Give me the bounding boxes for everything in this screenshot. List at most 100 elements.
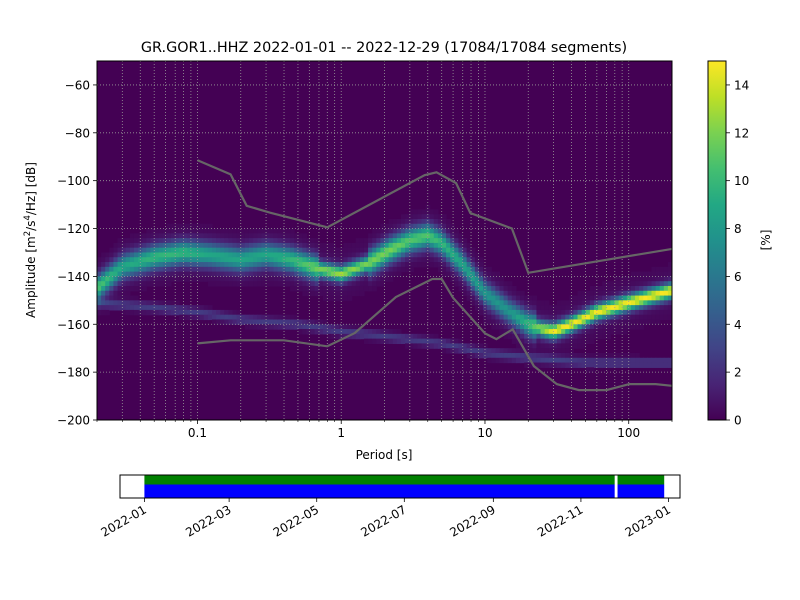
heatmap-cell <box>368 252 373 258</box>
heatmap-cell <box>380 257 386 263</box>
heatmap-cell <box>290 266 295 273</box>
heatmap-cell <box>347 242 353 249</box>
heatmap-cell <box>495 305 501 311</box>
heatmap-cell <box>606 290 611 297</box>
heatmap-cell <box>405 223 410 230</box>
heatmap-cell <box>610 305 616 311</box>
heatmap-cell <box>442 257 447 263</box>
heatmap-cell <box>458 262 464 268</box>
heatmap-cell <box>585 309 591 316</box>
heatmap-cell <box>458 281 464 287</box>
heatmap-cell <box>216 233 221 239</box>
heatmap-cell <box>133 285 139 292</box>
heatmap-cell <box>310 319 316 325</box>
heatmap-cell <box>446 262 451 268</box>
heatmap-cell <box>212 262 217 268</box>
heatmap-cell <box>105 295 110 301</box>
heatmap-cell <box>212 276 217 282</box>
heatmap-cell <box>413 218 418 225</box>
heatmap-cell <box>602 362 607 368</box>
heatmap-cell <box>191 309 197 316</box>
y-tick-label: −60 <box>65 78 90 92</box>
heatmap-cell <box>355 271 361 277</box>
heatmap-cell <box>425 204 431 210</box>
heatmap-cell <box>565 343 570 349</box>
heatmap-cell <box>380 252 386 258</box>
heatmap-cell <box>618 300 624 306</box>
heatmap-cell <box>224 242 230 249</box>
heatmap-cell <box>421 338 427 345</box>
heatmap-cell <box>622 285 628 292</box>
heatmap-cell <box>495 271 501 277</box>
heatmap-cell <box>306 290 312 297</box>
heatmap-cell <box>322 271 328 277</box>
heatmap-cell <box>524 314 529 321</box>
heatmap-cell <box>433 262 439 268</box>
heatmap-cell <box>154 271 160 277</box>
heatmap-cell <box>277 271 283 277</box>
heatmap-cell <box>462 348 468 354</box>
heatmap-cell <box>368 242 373 249</box>
heatmap-cell <box>203 233 209 239</box>
data-segment <box>617 484 665 498</box>
heatmap-cell <box>622 281 628 287</box>
heatmap-cell <box>540 333 546 340</box>
heatmap-cell <box>417 262 423 268</box>
heatmap-cell <box>536 309 542 316</box>
heatmap-cell <box>651 290 657 297</box>
heatmap-cell <box>347 271 353 277</box>
heatmap-cell <box>318 290 324 297</box>
heatmap-cell <box>306 266 312 273</box>
heatmap-cell <box>195 233 201 239</box>
heatmap-cell <box>244 242 250 249</box>
heatmap-cell <box>125 295 131 301</box>
heatmap-cell <box>622 305 628 311</box>
heatmap-cell <box>327 262 332 268</box>
heatmap-cell <box>351 276 357 282</box>
heatmap-cell <box>228 314 234 321</box>
heatmap-cell <box>331 333 336 340</box>
heatmap-cell <box>548 357 554 364</box>
heatmap-cell <box>154 281 160 287</box>
heatmap-cell <box>142 300 147 306</box>
heatmap-cell <box>598 285 603 292</box>
heatmap-cell <box>384 223 390 230</box>
heatmap-cell <box>593 295 599 301</box>
heatmap-cell <box>166 228 172 234</box>
heatmap-cell <box>224 309 230 316</box>
heatmap-cell <box>396 257 402 263</box>
heatmap-cell <box>602 352 607 359</box>
heatmap-cell <box>121 300 127 306</box>
heatmap-cell <box>470 285 476 292</box>
heatmap-cell <box>450 257 455 263</box>
heatmap-cell <box>142 276 147 282</box>
heatmap-cell <box>532 314 538 321</box>
heatmap-cell <box>458 338 464 345</box>
heatmap-cell <box>376 338 381 345</box>
heatmap-cell <box>150 252 156 258</box>
heatmap-cell <box>212 271 217 277</box>
heatmap-cell <box>606 305 611 311</box>
heatmap-cell <box>187 271 193 277</box>
heatmap-cell <box>557 324 562 330</box>
heatmap-cell <box>503 305 509 311</box>
heatmap-cell <box>232 247 238 254</box>
heatmap-cell <box>265 324 271 330</box>
heatmap-cell <box>413 214 418 220</box>
heatmap-cell <box>150 309 156 316</box>
heatmap-cell <box>273 276 279 282</box>
heatmap-cell <box>203 238 209 244</box>
heatmap-cell <box>335 329 340 335</box>
heatmap-cell <box>133 252 139 258</box>
heatmap-cell <box>376 333 381 340</box>
heatmap-cell <box>236 247 242 254</box>
heatmap-cell <box>429 257 435 263</box>
heatmap-cell <box>302 319 308 325</box>
heatmap-cell <box>253 281 258 287</box>
heatmap-cell <box>577 343 583 349</box>
heatmap-cell <box>663 300 669 306</box>
heatmap-cell <box>618 309 624 316</box>
heatmap-cell <box>565 300 570 306</box>
heatmap-cell <box>643 276 648 282</box>
heatmap-cell <box>405 247 410 254</box>
